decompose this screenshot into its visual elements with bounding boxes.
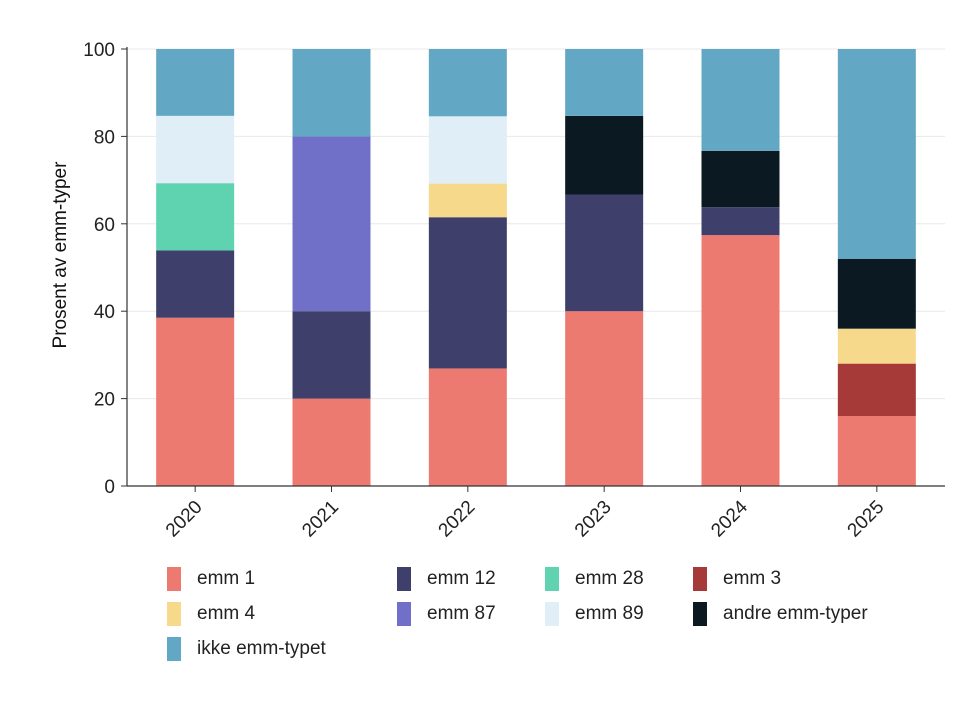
bar-segment-emm-12-2024: [701, 207, 780, 236]
bar-segment-emm-1-2024: [701, 235, 780, 486]
legend-swatch: [397, 602, 411, 626]
legend-swatch: [693, 567, 707, 591]
legend-item: emm 28: [545, 567, 644, 591]
y-tick-label: 0: [104, 477, 115, 498]
bar-segment-emm-1-2021: [292, 398, 371, 486]
legend-label: emm 89: [575, 603, 644, 624]
x-tick-label: 2020: [162, 497, 207, 542]
bar-segment-andre-emm-typer-2025: [837, 258, 916, 329]
legend-label: emm 3: [723, 568, 782, 589]
legend-item: emm 1: [167, 567, 255, 591]
bar-segment-ikke-emm-typet-2021: [292, 49, 371, 137]
bar-segment-emm-1-2025: [837, 416, 916, 486]
bar-segment-ikke-emm-typet-2024: [701, 49, 780, 151]
bar-segment-andre-emm-typer-2023: [565, 115, 644, 195]
x-tick-label: 2022: [435, 497, 480, 542]
bar-segment-ikke-emm-typet-2023: [565, 49, 644, 116]
legend-swatch: [167, 602, 181, 626]
legend-item: emm 89: [545, 602, 644, 626]
legend-label: emm 1: [197, 568, 256, 589]
legend-label: ikke emm-typet: [197, 638, 326, 659]
legend-item: emm 3: [693, 567, 781, 591]
legend-label: emm 12: [427, 568, 496, 589]
y-axis-title: Prosent av emm-typer: [50, 161, 71, 349]
bar-segment-emm-12-2022: [428, 217, 507, 369]
legend-swatch: [397, 567, 411, 591]
legend-item: andre emm-typer: [693, 602, 868, 626]
bar-segment-emm-12-2020: [156, 250, 235, 318]
legend-swatch: [167, 637, 181, 661]
bar-segment-emm-89-2020: [156, 115, 235, 184]
bar-segment-emm-1-2023: [565, 311, 644, 486]
legend-item: emm 4: [167, 602, 255, 626]
legend-label: emm 28: [575, 568, 644, 589]
bar-segment-emm-12-2021: [292, 311, 371, 399]
y-tick-label: 100: [83, 40, 115, 61]
bar-segment-emm-89-2022: [428, 116, 507, 184]
legend-item: emm 12: [397, 567, 496, 591]
legend-label: andre emm-typer: [723, 603, 868, 624]
y-tick-label: 80: [94, 127, 115, 148]
legend-item: emm 87: [397, 602, 496, 626]
y-tick-label: 20: [94, 390, 115, 411]
bar-segment-emm-1-2020: [156, 317, 235, 486]
y-tick-label: 60: [94, 215, 115, 236]
x-tick-label: 2021: [298, 497, 343, 542]
bar-segment-ikke-emm-typet-2020: [156, 49, 235, 116]
bar-segment-emm-4-2022: [428, 183, 507, 218]
x-tick-label: 2024: [707, 496, 752, 541]
legend-swatch: [167, 567, 181, 591]
bar-segment-emm-4-2025: [837, 328, 916, 364]
x-tick-label: 2025: [844, 497, 889, 542]
legend-swatch: [545, 567, 559, 591]
legend-label: emm 4: [197, 603, 256, 624]
x-tick-label: 2023: [571, 497, 616, 542]
bar-segment-emm-87-2021: [292, 136, 371, 312]
bar-segment-emm-28-2020: [156, 183, 235, 251]
bar-segment-emm-1-2022: [428, 368, 507, 486]
y-tick-label: 40: [94, 302, 115, 323]
legend: emm 1 emm 12 emm 28 emm 3 emm 4 emm 87 emm 89 a…: [0, 560, 970, 705]
bar-segment-emm-3-2025: [837, 363, 916, 417]
stacked-bar-chart: 0 20 40 60 80 100 2020 2021 2022 2023 2024 2025 Pros…: [50, 40, 945, 542]
legend-label: emm 87: [427, 603, 496, 624]
legend-swatch: [693, 602, 707, 626]
legend-swatch: [545, 602, 559, 626]
bar-segment-emm-12-2023: [565, 194, 644, 312]
bar-segment-ikke-emm-typet-2022: [428, 49, 507, 117]
bar-segment-andre-emm-typer-2024: [701, 150, 780, 208]
legend-item: ikke emm-typet: [167, 637, 326, 661]
bar-segment-ikke-emm-typet-2025: [837, 49, 916, 259]
